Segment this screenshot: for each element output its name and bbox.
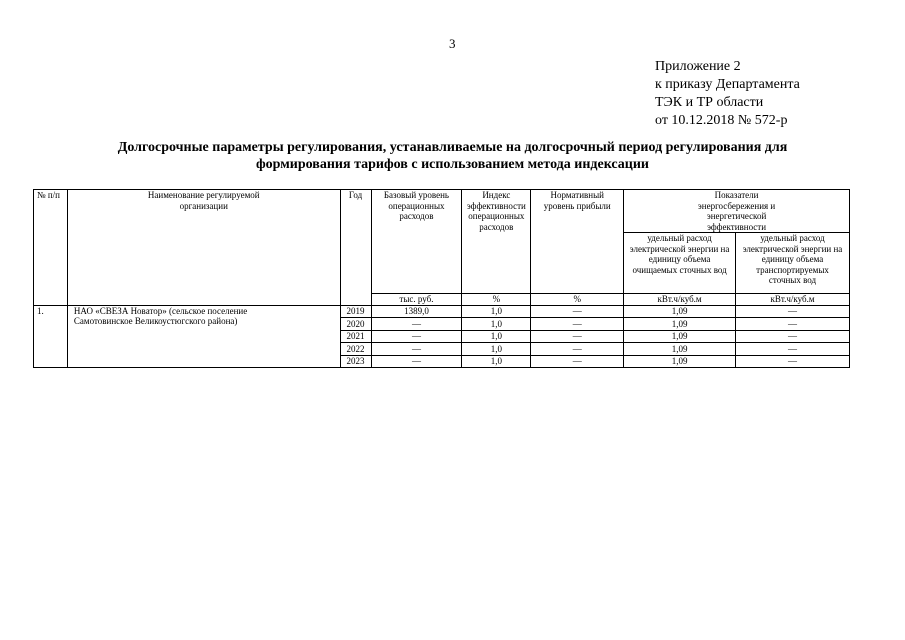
cell-energy1: 1,09: [623, 317, 737, 331]
page-number: 3: [449, 36, 456, 51]
cell-energy2: —: [735, 304, 850, 318]
entry-num: 1.: [33, 304, 68, 368]
appendix-reference: Приложение 2 к приказу Департамента ТЭК …: [655, 58, 800, 130]
cell-index: 1,0: [461, 354, 532, 368]
table-row: 2023 — 1,0 — 1,09 —: [34, 354, 850, 368]
title-line: формирования тарифов с использованием ме…: [256, 157, 649, 172]
document-title: Долгосрочные параметры регулирования, ус…: [60, 139, 845, 173]
entry-org: НАО «СВЕЗА Новатор» (сельское поселение …: [66, 304, 341, 368]
cell-energy1: 1,09: [623, 304, 737, 318]
table-row: 2022 — 1,0 — 1,09 —: [34, 342, 850, 356]
cell-energy1: 1,09: [623, 342, 737, 356]
appendix-line: Приложение 2: [655, 59, 741, 74]
header-profit: Нормативный уровень прибыли: [530, 189, 625, 294]
header-base: Базовый уровень операционных расходов: [370, 189, 463, 294]
cell-year: 2022: [339, 342, 372, 356]
unit-index: %: [461, 293, 532, 306]
appendix-line: ТЭК и ТР области: [655, 95, 764, 110]
unit-energy1: кВт.ч/куб.м: [623, 293, 737, 306]
cell-index: 1,0: [461, 304, 532, 318]
cell-base: —: [370, 354, 463, 368]
cell-year: 2021: [339, 329, 372, 343]
cell-year: 2019: [339, 304, 372, 318]
header-year: Год: [339, 189, 372, 306]
cell-base: —: [370, 329, 463, 343]
cell-year: 2023: [339, 354, 372, 368]
cell-energy2: —: [735, 317, 850, 331]
cell-base: —: [370, 317, 463, 331]
cell-energy2: —: [735, 342, 850, 356]
header-energy1: удельный расход электрической энергии на…: [623, 232, 737, 294]
table-row: 2021 — 1,0 — 1,09 —: [34, 329, 850, 343]
cell-index: 1,0: [461, 342, 532, 356]
cell-index: 1,0: [461, 329, 532, 343]
header-num: № п/п: [33, 189, 68, 306]
parameters-table: № п/п Наименование регулируемой организа…: [33, 189, 850, 368]
cell-energy2: —: [735, 354, 850, 368]
table-row: 1. НАО «СВЕЗА Новатор» (сельское поселен…: [33, 304, 850, 368]
cell-profit: —: [530, 342, 625, 356]
cell-profit: —: [530, 329, 625, 343]
cell-profit: —: [530, 354, 625, 368]
header-index: Индекс эффективности операционных расход…: [461, 189, 532, 294]
header-org: Наименование регулируемой организации: [66, 189, 341, 306]
appendix-line: к приказу Департамента: [655, 77, 800, 92]
cell-base: —: [370, 342, 463, 356]
header-energy-group: Показатели энергосбережения и энергетиче…: [623, 189, 850, 233]
cell-energy2: —: [735, 329, 850, 343]
cell-profit: —: [530, 304, 625, 318]
cell-energy1: 1,09: [623, 329, 737, 343]
title-line: Долгосрочные параметры регулирования, ус…: [117, 140, 788, 155]
cell-energy1: 1,09: [623, 354, 737, 368]
appendix-line: от 10.12.2018 № 572-р: [655, 113, 788, 128]
unit-energy2: кВт.ч/куб.м: [735, 293, 850, 306]
cell-year: 2020: [339, 317, 372, 331]
header-energy2: удельный расход электрической энергии на…: [735, 232, 850, 294]
cell-base: 1389,0: [370, 304, 463, 318]
unit-profit: %: [530, 293, 625, 306]
unit-base: тыс. руб.: [370, 293, 463, 306]
cell-profit: —: [530, 317, 625, 331]
cell-index: 1,0: [461, 317, 532, 331]
